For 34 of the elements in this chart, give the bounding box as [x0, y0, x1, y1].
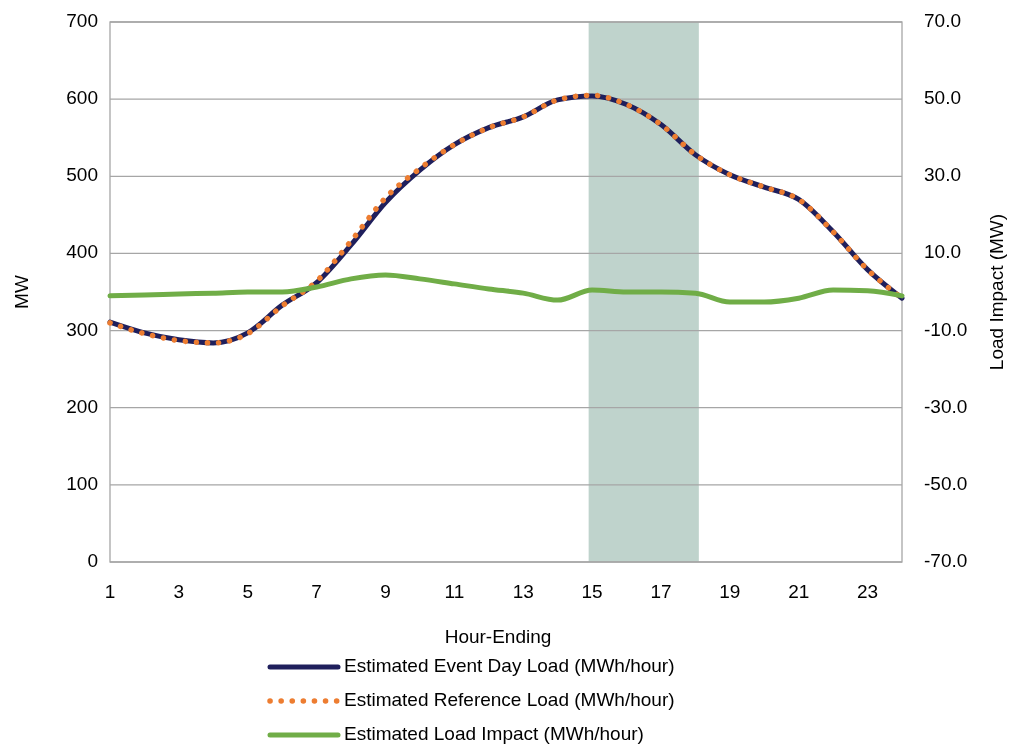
y2-tick-label: -30.0	[924, 395, 968, 417]
y-tick-label: 200	[66, 395, 98, 417]
x-tick-label: 7	[311, 581, 322, 602]
x-tick-label: 9	[380, 581, 391, 602]
y2-tick-label: 50.0	[924, 87, 961, 109]
y-tick-label: 100	[66, 472, 98, 494]
y2-tick-label: 70.0	[924, 10, 961, 32]
y-tick-label: 0	[87, 550, 98, 572]
y2-tick-label: 30.0	[924, 164, 961, 186]
x-tick-label: 17	[650, 581, 672, 602]
y-axis-title: MW	[11, 275, 32, 309]
y2-tick-label: -70.0	[924, 550, 968, 572]
x-tick-label: 23	[856, 581, 879, 602]
x-tick-label: 1	[104, 581, 116, 602]
y2-axis-title: Load Impact (MW)	[986, 213, 1007, 371]
y-tick-label: 700	[66, 10, 98, 32]
x-tick-label: 3	[173, 581, 185, 602]
legend-label: Estimated Event Day Load (MWh/hour)	[344, 655, 675, 677]
x-tick-label: 19	[719, 581, 741, 602]
legend-label: Estimated Load Impact (MWh/hour)	[344, 723, 644, 745]
y-tick-label: 500	[66, 164, 98, 186]
y2-tick-label: -50.0	[924, 472, 968, 494]
x-axis-title: Hour-Ending	[444, 626, 552, 647]
legend-label: Estimated Reference Load (MWh/hour)	[344, 689, 675, 711]
x-tick-label: 15	[581, 581, 603, 602]
x-tick-label: 13	[512, 581, 534, 602]
x-tick-label: 11	[444, 581, 465, 602]
y-tick-label: 300	[66, 318, 98, 340]
x-tick-label: 5	[242, 581, 254, 602]
y2-tick-label: -10.0	[924, 318, 968, 340]
y-tick-label: 400	[66, 241, 98, 263]
x-tick-label: 21	[788, 581, 810, 602]
y-tick-label: 600	[66, 87, 98, 109]
y2-tick-label: 10.0	[924, 241, 961, 263]
